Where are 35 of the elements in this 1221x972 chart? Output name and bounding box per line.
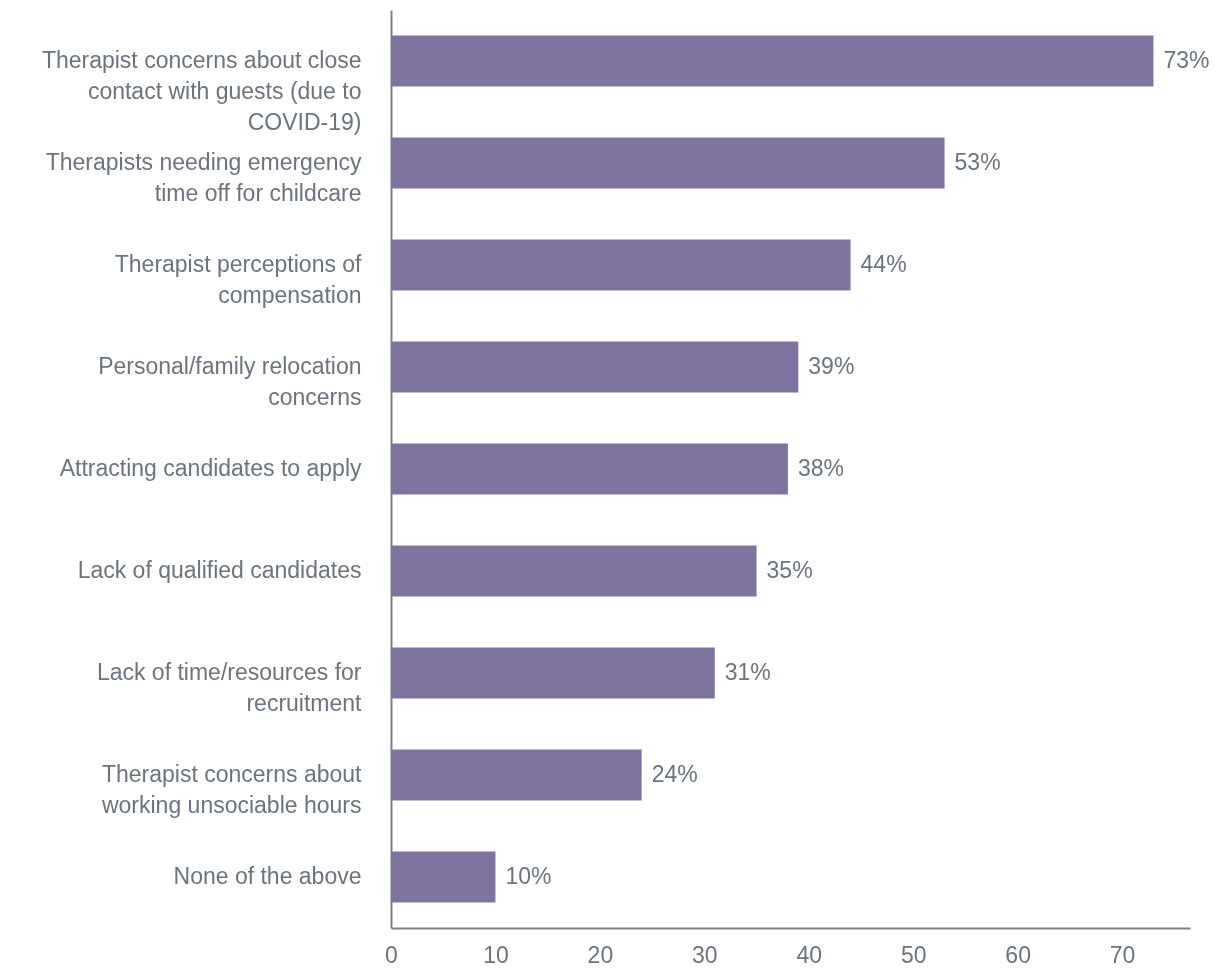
bar	[391, 545, 757, 597]
data-label: 10%	[505, 863, 552, 889]
bar	[391, 443, 788, 495]
x-tick-label: 30	[692, 941, 718, 968]
bar	[391, 647, 715, 699]
data-label: 31%	[724, 659, 771, 685]
x-tick-label: 70	[1109, 941, 1136, 968]
y-tick-label: Therapists needing emergency time off for childcare	[45, 149, 362, 206]
x-tick-label: 10	[483, 941, 509, 968]
x-tick-label: 0	[385, 941, 398, 968]
bar	[391, 749, 642, 801]
data-label: 24%	[651, 761, 698, 787]
y-tick-label: Personal/family relocation concerns	[98, 353, 362, 410]
bar	[391, 35, 1154, 87]
bar	[391, 341, 799, 393]
data-label: 35%	[766, 557, 813, 583]
data-label: 39%	[808, 353, 855, 379]
y-tick-label: Lack of qualified candidates	[77, 557, 362, 583]
data-label: 38%	[797, 455, 844, 481]
data-label: 73%	[1163, 47, 1210, 73]
bar	[391, 239, 851, 291]
x-tick-label: 50	[900, 941, 927, 968]
y-tick-label: Therapist concerns about close contact with guests (due to COVID-19)	[41, 47, 362, 135]
y-tick-label: Attracting candidates to apply	[59, 455, 362, 481]
y-tick-label: Lack of time/resources for recruitment	[96, 659, 363, 716]
x-tick-label: 20	[587, 941, 614, 968]
x-tick-label: 60	[1005, 941, 1031, 968]
y-tick-label: Therapist perceptions of compensation	[114, 251, 363, 308]
bar	[391, 137, 945, 189]
y-tick-label: Therapist concerns about working unsociable hours	[100, 761, 363, 818]
bar	[391, 851, 496, 903]
data-label: 44%	[860, 251, 907, 277]
y-tick-label: None of the above	[173, 863, 362, 889]
data-label: 53%	[954, 149, 1001, 175]
x-tick-label: 40	[796, 941, 823, 968]
